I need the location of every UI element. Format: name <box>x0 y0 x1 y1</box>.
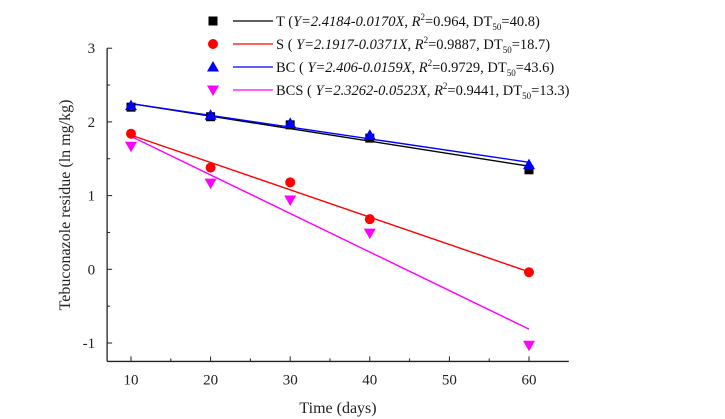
data-point-bcs <box>125 141 137 153</box>
legend-equation: Y=2.406-0.0159X <box>307 60 412 76</box>
y-tick-label: 0 <box>88 262 96 278</box>
legend-entry-t: T (Y=2.4184-0.0170X, R2=0.964, DT50=40.8… <box>276 12 540 32</box>
y-tick-label: 3 <box>88 41 96 57</box>
legend-marker-bcs <box>207 85 219 96</box>
legend-dt50: 18.7 <box>520 37 545 53</box>
legend-name: BCS <box>276 83 303 99</box>
legend-equation: Y=2.4184-0.0170X <box>293 14 405 30</box>
legend-dt50: 40.8 <box>510 14 535 30</box>
legend-marker-s <box>208 39 218 49</box>
legend-equation: Y=2.1917-0.0371X <box>296 37 408 53</box>
data-point-bc <box>204 109 217 120</box>
legend-name: S <box>276 37 284 53</box>
data-point-bc <box>125 99 137 111</box>
y-tick-label: 2 <box>88 115 96 131</box>
legend-dt50: 13.3 <box>539 83 564 99</box>
x-tick-label: 60 <box>522 372 537 388</box>
data-point-bcs <box>204 178 217 190</box>
axes: 10 20 30 40 50 60 -1 0 1 2 3 <box>83 41 569 388</box>
x-tick-label: 30 <box>283 372 298 388</box>
legend: T (Y=2.4184-0.0170X, R2=0.964, DT50=40.8… <box>207 12 570 101</box>
data-point-bcs <box>363 228 376 240</box>
data-point-s <box>364 214 375 225</box>
legend-open: ( <box>299 60 307 76</box>
legend-name: BC <box>276 60 295 76</box>
x-axis-label: Time (days) <box>299 400 376 417</box>
legend-open: ( <box>307 83 315 99</box>
legend-entry-bc: BC ( Y=2.406-0.0159X, R2=0.9729, DT50=43… <box>276 58 554 78</box>
fit-line-bc <box>130 103 530 163</box>
y-tick-label: 1 <box>88 189 96 205</box>
legend-r2: 0.9441 <box>456 83 496 99</box>
x-tick-label: 10 <box>124 372 139 388</box>
fit-line-bcs <box>130 135 530 330</box>
data-point-s <box>524 267 534 278</box>
legend-marker-bc <box>207 61 219 72</box>
legend-open: ( <box>288 14 293 30</box>
fit-line-s <box>130 134 530 273</box>
y-tick-label: -1 <box>83 336 96 352</box>
legend-r2: 0.964 <box>433 14 466 30</box>
legend-name: T <box>276 14 285 30</box>
data-point-s <box>126 128 136 139</box>
legend-marker-t <box>208 16 218 26</box>
legend-entry-bcs: BCS ( Y=2.3262-0.0523X, R2=0.9441, DT50=… <box>276 81 570 101</box>
legend-open: ( <box>288 37 296 53</box>
data-point-bc <box>363 129 376 140</box>
data-point-bcs <box>523 340 535 352</box>
legend-entry-s: S ( Y=2.1917-0.0371X, R2=0.9887, DT50=18… <box>276 35 550 55</box>
data-points <box>125 99 535 352</box>
x-tick-label: 20 <box>203 372 218 388</box>
legend-r2: 0.9729 <box>440 60 480 76</box>
data-point-bc <box>284 117 297 128</box>
legend-equation: Y=2.3262-0.0523X <box>316 83 428 99</box>
x-tick-label: 40 <box>362 372 377 388</box>
legend-r2: 0.9887 <box>436 37 476 53</box>
fit-lines <box>130 102 530 330</box>
x-tick-label: 50 <box>442 372 457 388</box>
y-axis-label: Tebuconazole residue (ln mg/kg) <box>57 100 74 311</box>
legend-dt50: 43.6 <box>524 60 549 76</box>
data-point-s <box>205 162 216 173</box>
data-point-bc <box>523 158 535 170</box>
data-point-bcs <box>284 195 297 207</box>
data-point-s <box>285 177 296 188</box>
data-point-t <box>524 165 534 175</box>
